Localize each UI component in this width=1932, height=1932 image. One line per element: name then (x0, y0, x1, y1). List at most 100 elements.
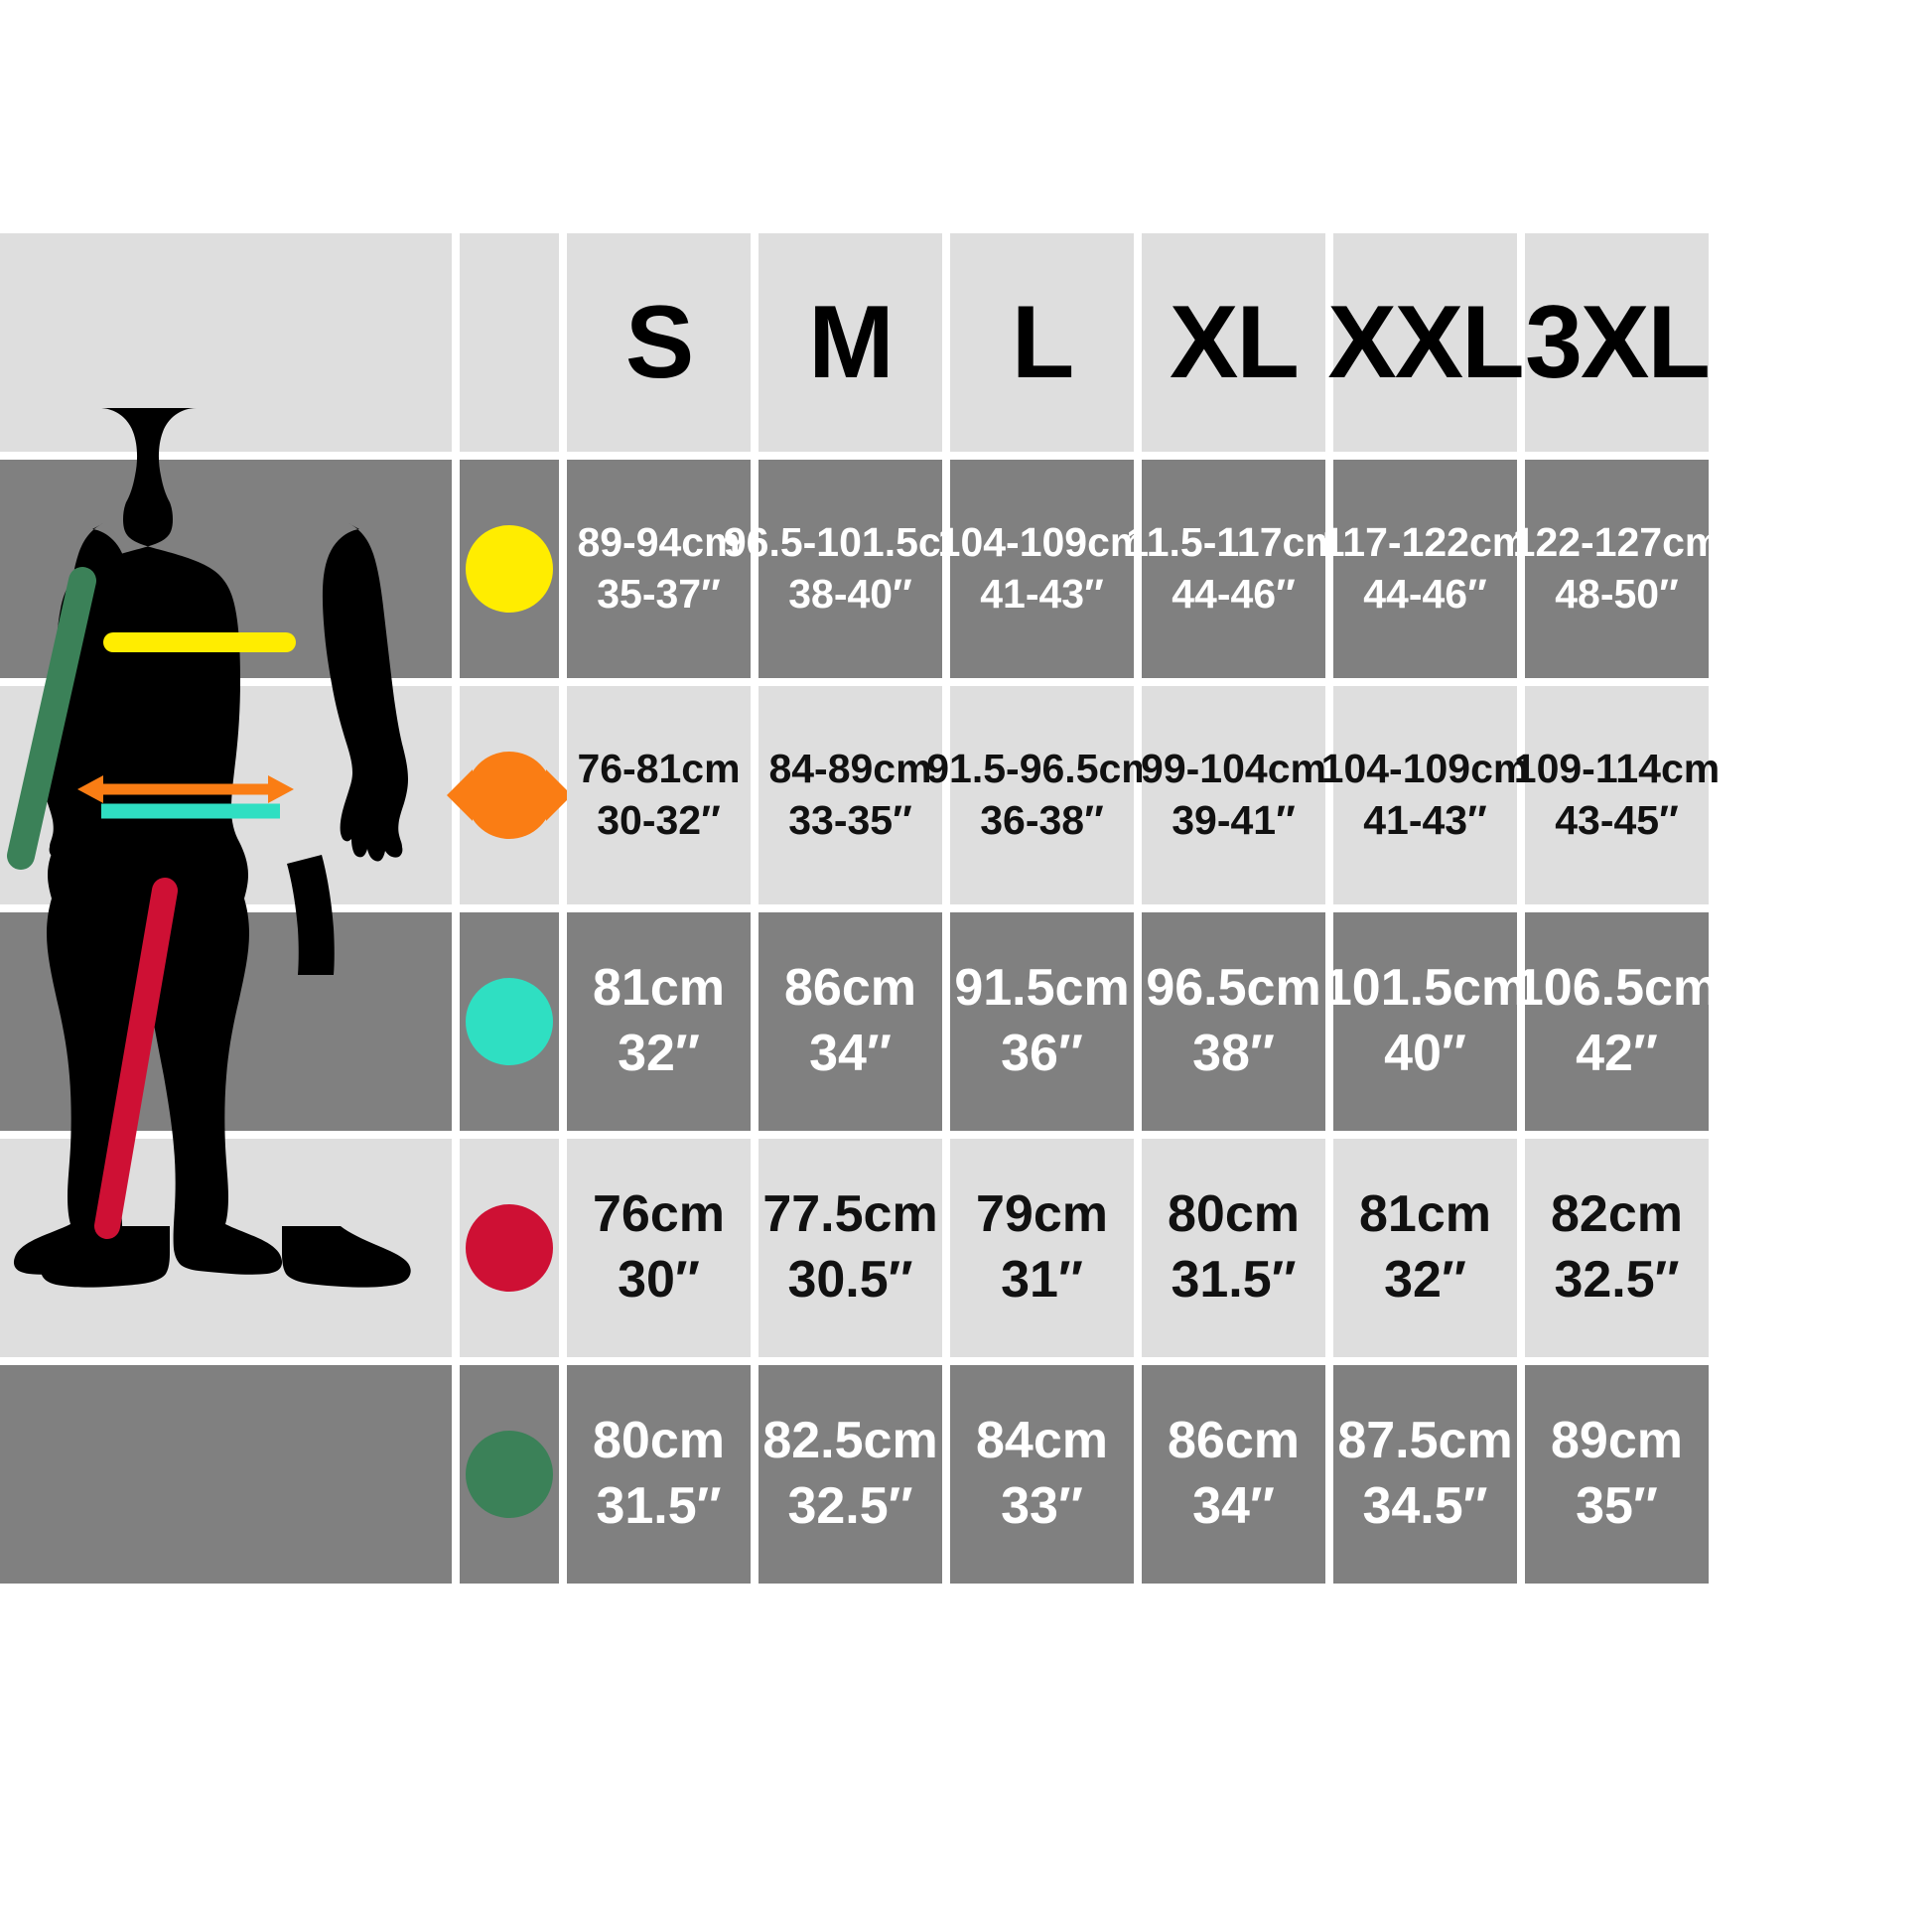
cell-sleeve-l: 84cm 33″ (950, 1365, 1134, 1584)
value-in: 32″ (1384, 1251, 1466, 1309)
row-figure-cell (0, 686, 452, 904)
cell-waist-xl: 99-104cm 39-41″ (1141, 686, 1326, 904)
cell-hip-s: 81cm 32″ (567, 912, 751, 1131)
value-in: 35″ (1576, 1477, 1658, 1535)
cell-waist-xxl: 104-109cm 41-43″ (1321, 686, 1529, 904)
value-in: 36″ (1001, 1025, 1083, 1082)
row-figure-cell (0, 1365, 452, 1584)
cell-chest-m: 96.5-101.5cm 38-40″ (724, 460, 977, 678)
value-cm: 91.5cm (954, 959, 1130, 1018)
value-in: 42″ (1576, 1025, 1658, 1082)
value-cm: 87.5cm (1337, 1412, 1513, 1470)
cell-hip-m: 86cm 34″ (759, 912, 942, 1131)
value-cm: 76cm (593, 1185, 725, 1244)
size-table: S M L XL XXL 3XL (0, 233, 1932, 1584)
table-row-waist: 76-81cm 30-32″ 84-89cm 33-35″ 91.5-96.5c… (0, 686, 1932, 904)
cell-inseam-s: 76cm 30″ (567, 1139, 751, 1357)
marker-cell-inseam (460, 1139, 559, 1357)
value-cm: 99-104cm (1141, 746, 1326, 792)
marker-cell-chest (460, 460, 559, 678)
value-in: 34″ (1192, 1477, 1275, 1535)
value-in: 34.5″ (1362, 1477, 1488, 1535)
value-in: 34″ (809, 1025, 892, 1082)
value-cm: 96.5-101.5cm (723, 519, 978, 566)
row-figure-cell (0, 460, 452, 678)
cell-waist-l: 91.5-96.5cm 36-38″ (926, 686, 1158, 904)
cell-hip-3xl: 106.5cm 42″ (1515, 912, 1719, 1131)
value-cm: 89-94cm (577, 519, 741, 566)
value-cm: 86cm (784, 959, 916, 1018)
sleeve-dot-icon (466, 1431, 553, 1518)
value-cm: 104-109cm (1320, 746, 1530, 792)
table-row-hip: 81cm 32″ 86cm 34″ 91.5cm 36″ 96.5cm 38″ … (0, 912, 1932, 1131)
value-in: 32.5″ (787, 1477, 913, 1535)
value-in: 41-43″ (1363, 797, 1487, 843)
value-cm: 82cm (1551, 1185, 1683, 1244)
cell-chest-xxl: 117-122cm 44-46″ (1322, 460, 1528, 678)
cell-waist-m: 84-89cm 33-35″ (759, 686, 942, 904)
value-in: 44-46″ (1363, 571, 1487, 617)
cell-inseam-xxl: 81cm 32″ (1333, 1139, 1517, 1357)
cell-hip-xl: 96.5cm 38″ (1142, 912, 1325, 1131)
value-in: 44-46″ (1172, 571, 1296, 617)
table-header-row: S M L XL XXL 3XL (0, 233, 1932, 452)
header-size-3xl: 3XL (1525, 233, 1711, 452)
value-cm: 109-114cm (1513, 746, 1721, 792)
value-cm: 86cm (1168, 1412, 1300, 1470)
cell-sleeve-xxl: 87.5cm 34.5″ (1333, 1365, 1517, 1584)
value-cm: 81cm (593, 959, 725, 1018)
size-label: L (1011, 285, 1075, 400)
size-label: 3XL (1525, 285, 1711, 400)
header-marker-cell (460, 233, 559, 452)
waist-double-arrow-icon (445, 751, 574, 840)
value-cm: 122-127cm (1512, 519, 1722, 566)
value-in: 41-43″ (980, 571, 1104, 617)
header-size-l: L (950, 233, 1134, 452)
value-in: 40″ (1384, 1025, 1466, 1082)
value-cm: 96.5cm (1146, 959, 1321, 1018)
size-label: XL (1170, 285, 1300, 400)
value-cm: 101.5cm (1322, 959, 1528, 1018)
cell-sleeve-xl: 86cm 34″ (1142, 1365, 1325, 1584)
arrow-left-icon (447, 769, 473, 821)
header-size-xxl: XXL (1327, 233, 1525, 452)
marker-cell-sleeve (460, 1365, 559, 1584)
cell-chest-l: 104-109cm 41-43″ (938, 460, 1146, 678)
value-in: 31.5″ (1171, 1251, 1297, 1309)
value-in: 32″ (618, 1025, 700, 1082)
value-in: 30.5″ (787, 1251, 913, 1309)
value-cm: 104-109cm (937, 519, 1147, 566)
table-row-inseam: 76cm 30″ 77.5cm 30.5″ 79cm 31″ 80cm 31.5… (0, 1139, 1932, 1357)
hip-dot-icon (466, 978, 553, 1065)
cell-sleeve-m: 82.5cm 32.5″ (759, 1365, 942, 1584)
cell-inseam-m: 77.5cm 30.5″ (759, 1139, 942, 1357)
cell-waist-s: 76-81cm 30-32″ (567, 686, 751, 904)
table-row-sleeve: 80cm 31.5″ 82.5cm 32.5″ 84cm 33″ 86cm 34… (0, 1365, 1932, 1584)
marker-cell-waist (447, 686, 572, 904)
value-in: 33″ (1001, 1477, 1083, 1535)
header-figure-cell (0, 233, 452, 452)
cell-inseam-xl: 80cm 31.5″ (1142, 1139, 1325, 1357)
chest-dot-icon (466, 525, 553, 613)
value-in: 36-38″ (980, 797, 1104, 843)
row-figure-cell (0, 1139, 452, 1357)
header-size-xl: XL (1142, 233, 1325, 452)
value-cm: 81cm (1359, 1185, 1491, 1244)
value-cm: 80cm (1168, 1185, 1300, 1244)
value-cm: 11.5-117cm (1126, 519, 1341, 566)
size-label: S (624, 285, 694, 400)
cell-waist-3xl: 109-114cm 43-45″ (1514, 686, 1720, 904)
value-in: 48-50″ (1555, 571, 1679, 617)
value-in: 32.5″ (1554, 1251, 1680, 1309)
value-cm: 82.5cm (762, 1412, 938, 1470)
waist-dot-icon (466, 752, 553, 839)
cell-chest-3xl: 122-127cm 48-50″ (1513, 460, 1721, 678)
cell-sleeve-s: 80cm 31.5″ (567, 1365, 751, 1584)
top-margin (0, 0, 1932, 233)
value-in: 31″ (1001, 1251, 1083, 1309)
value-cm: 80cm (593, 1412, 725, 1470)
inseam-dot-icon (466, 1204, 553, 1292)
value-cm: 106.5cm (1514, 959, 1720, 1018)
value-in: 30″ (618, 1251, 700, 1309)
